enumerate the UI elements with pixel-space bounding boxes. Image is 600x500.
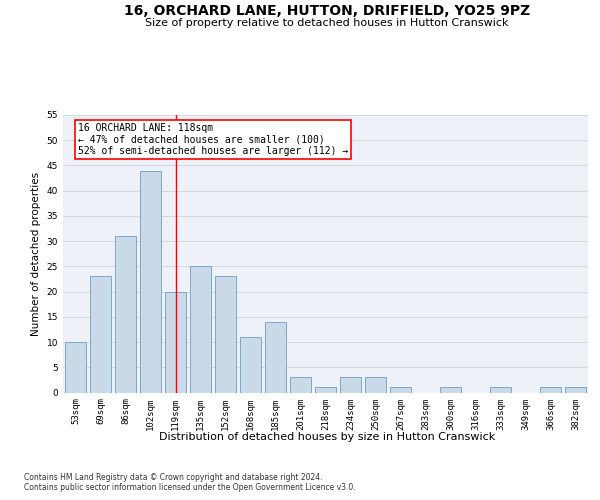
Bar xyxy=(440,388,461,392)
Bar xyxy=(365,378,386,392)
Text: 16, ORCHARD LANE, HUTTON, DRIFFIELD, YO25 9PZ: 16, ORCHARD LANE, HUTTON, DRIFFIELD, YO2… xyxy=(124,4,530,18)
Bar xyxy=(215,276,236,392)
Text: Distribution of detached houses by size in Hutton Cranswick: Distribution of detached houses by size … xyxy=(159,432,495,442)
Bar xyxy=(265,322,286,392)
Bar xyxy=(240,337,261,392)
Bar xyxy=(340,378,361,392)
Bar xyxy=(190,266,211,392)
Bar xyxy=(290,378,311,392)
Bar xyxy=(565,388,586,392)
Y-axis label: Number of detached properties: Number of detached properties xyxy=(31,172,41,336)
Bar xyxy=(390,388,411,392)
Text: Contains HM Land Registry data © Crown copyright and database right 2024.: Contains HM Land Registry data © Crown c… xyxy=(24,472,323,482)
Text: Size of property relative to detached houses in Hutton Cranswick: Size of property relative to detached ho… xyxy=(145,18,509,28)
Bar xyxy=(115,236,136,392)
Bar xyxy=(90,276,111,392)
Bar xyxy=(165,292,186,392)
Bar xyxy=(490,388,511,392)
Text: 16 ORCHARD LANE: 118sqm
← 47% of detached houses are smaller (100)
52% of semi-d: 16 ORCHARD LANE: 118sqm ← 47% of detache… xyxy=(77,122,348,156)
Bar xyxy=(140,170,161,392)
Bar xyxy=(540,388,561,392)
Bar xyxy=(315,388,336,392)
Bar xyxy=(65,342,86,392)
Text: Contains public sector information licensed under the Open Government Licence v3: Contains public sector information licen… xyxy=(24,484,356,492)
